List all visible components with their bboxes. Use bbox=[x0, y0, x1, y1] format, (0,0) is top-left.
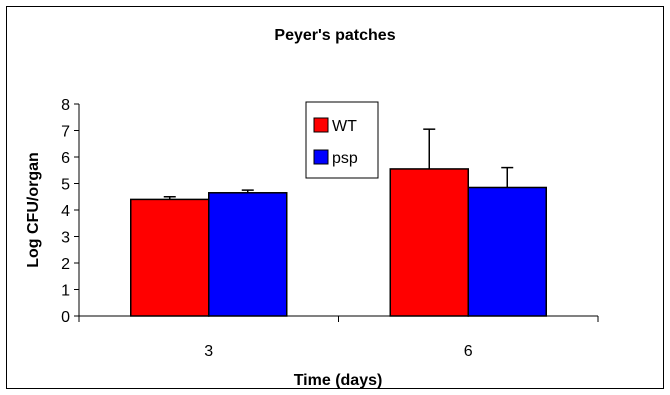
bar-WT bbox=[130, 198, 210, 317]
legend-swatch-psp bbox=[313, 149, 329, 165]
y-tick-label: 0 bbox=[61, 309, 70, 326]
y-tick-label: 3 bbox=[61, 230, 70, 247]
legend: WT psp bbox=[305, 101, 379, 179]
plot-area: 0 1 2 3 4 5 6 7 8 3 6 bbox=[61, 97, 599, 360]
y-tick-label: 5 bbox=[61, 177, 70, 194]
bar-WT bbox=[389, 168, 469, 317]
x-tick-label: 6 bbox=[464, 343, 473, 360]
bar-psp bbox=[467, 186, 547, 317]
y-axis-label: Log CFU/organ bbox=[25, 152, 42, 268]
legend-swatch-WT bbox=[313, 117, 329, 133]
chart-frame bbox=[6, 6, 664, 389]
chart-title: Peyer's patches bbox=[274, 27, 395, 44]
y-tick-label: 2 bbox=[61, 256, 70, 273]
legend-label-psp: psp bbox=[332, 150, 358, 167]
y-tick-label: 8 bbox=[61, 97, 70, 114]
y-tick-label: 1 bbox=[61, 283, 70, 300]
legend-box bbox=[305, 101, 379, 179]
y-tick-label: 7 bbox=[61, 124, 70, 141]
x-axis-label: Time (days) bbox=[294, 372, 383, 389]
legend-label-WT: WT bbox=[332, 118, 357, 135]
bar-psp bbox=[208, 192, 288, 317]
y-tick-label: 4 bbox=[61, 203, 70, 220]
y-tick-label: 6 bbox=[61, 150, 70, 167]
x-tick-label: 3 bbox=[204, 343, 213, 360]
